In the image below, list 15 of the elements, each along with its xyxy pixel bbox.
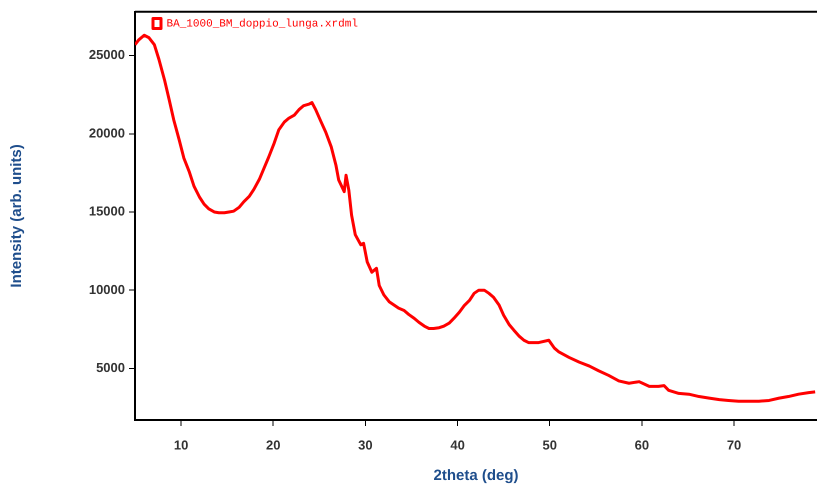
x-tick-label: 60 (634, 437, 650, 452)
x-tick-label: 70 (726, 437, 742, 452)
legend-label: BA_1000_BM_doppio_lunga.xrdml (166, 18, 358, 30)
y-tick-label: 25000 (88, 47, 125, 62)
x-axis-title: 2theta (deg) (433, 467, 519, 484)
y-tick-label: 10000 (88, 282, 125, 297)
y-tick-label: 15000 (88, 204, 125, 219)
x-tick-label: 20 (266, 437, 280, 452)
x-tick-label: 40 (450, 437, 465, 452)
y-axis-title: Intensity (arb. units) (8, 144, 26, 288)
x-tick-label: 10 (174, 437, 188, 452)
y-tick-label: 20000 (88, 125, 125, 140)
y-tick-label: 5000 (96, 360, 125, 375)
x-tick-label: 50 (542, 437, 557, 452)
x-tick-label: 30 (358, 437, 373, 452)
